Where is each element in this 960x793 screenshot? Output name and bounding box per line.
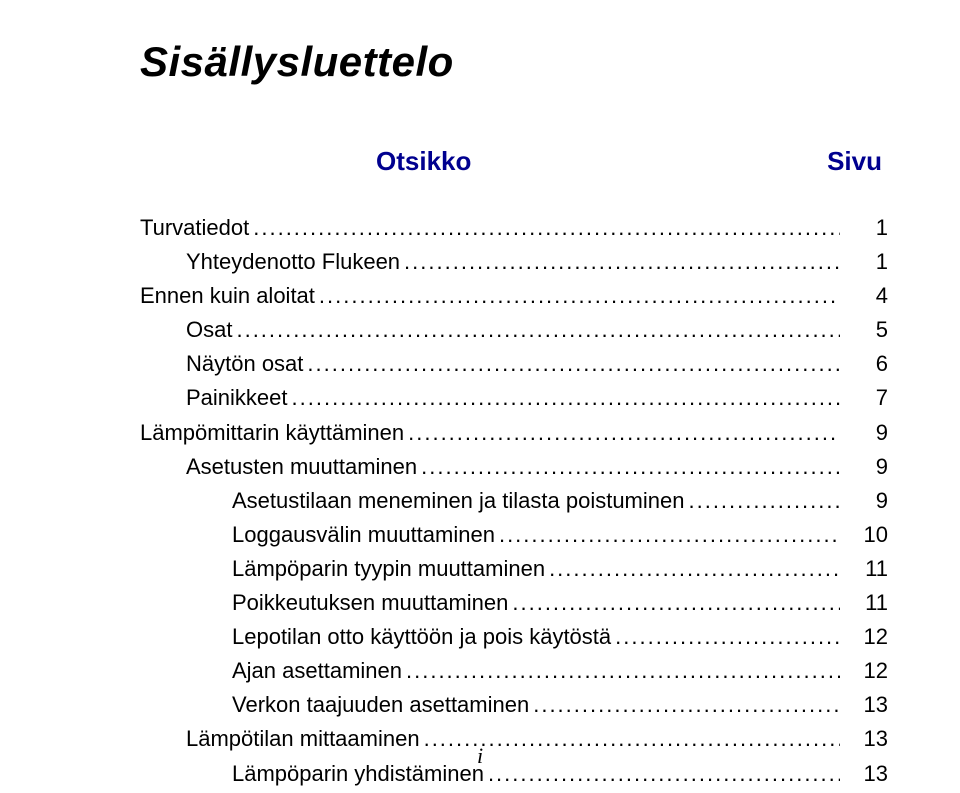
toc-entry-label: Yhteydenotto Flukeen (186, 245, 400, 279)
toc-leader-dots (688, 484, 840, 518)
toc-entry-page: 1 (844, 211, 888, 245)
column-header-title: Otsikko (376, 146, 471, 177)
toc-leader-dots (292, 381, 840, 415)
toc-entry-page: 12 (844, 654, 888, 688)
toc-entry: Turvatiedot 1 (140, 211, 888, 245)
toc-entry-label: Loggausvälin muuttaminen (232, 518, 495, 552)
toc-leader-dots (307, 347, 840, 381)
toc-entry-label: Ennen kuin aloitat (140, 279, 315, 313)
toc-entry-page: 12 (844, 620, 888, 654)
column-headers: Otsikko Sivu (140, 146, 888, 177)
document-page: Sisällysluettelo Otsikko Sivu Turvatiedo… (0, 0, 960, 793)
toc-leader-dots (319, 279, 840, 313)
toc-leader-dots (499, 518, 840, 552)
toc-entry: Asetustilaan meneminen ja tilasta poistu… (140, 484, 888, 518)
toc-entry: Yhteydenotto Flukeen 1 (140, 245, 888, 279)
toc-entry-page: 6 (844, 347, 888, 381)
toc-entry-label: Näytön osat (186, 347, 303, 381)
toc-entry-page: 7 (844, 381, 888, 415)
toc-leader-dots (236, 313, 840, 347)
table-of-contents: Turvatiedot1Yhteydenotto Flukeen1Ennen k… (140, 211, 888, 791)
toc-leader-dots (533, 688, 840, 722)
toc-leader-dots (549, 552, 840, 586)
toc-entry-label: Asetusten muuttaminen (186, 450, 417, 484)
toc-entry: Ennen kuin aloitat 4 (140, 279, 888, 313)
toc-entry-label: Lämpöparin tyypin muuttaminen (232, 552, 545, 586)
toc-leader-dots (421, 450, 840, 484)
toc-entry: Näytön osat 6 (140, 347, 888, 381)
page-title: Sisällysluettelo (140, 38, 888, 86)
toc-leader-dots (512, 586, 840, 620)
toc-entry: Loggausvälin muuttaminen 10 (140, 518, 888, 552)
toc-entry-label: Osat (186, 313, 232, 347)
toc-entry: Lämpömittarin käyttäminen 9 (140, 416, 888, 450)
toc-entry: Osat 5 (140, 313, 888, 347)
toc-entry-label: Verkon taajuuden asettaminen (232, 688, 529, 722)
toc-entry-label: Painikkeet (186, 381, 288, 415)
toc-leader-dots (408, 416, 840, 450)
toc-entry-page: 4 (844, 279, 888, 313)
toc-entry: Painikkeet 7 (140, 381, 888, 415)
toc-entry-label: Turvatiedot (140, 211, 249, 245)
toc-entry-page: 13 (844, 688, 888, 722)
toc-leader-dots (615, 620, 840, 654)
toc-entry-label: Poikkeutuksen muuttaminen (232, 586, 508, 620)
column-header-page: Sivu (827, 146, 882, 177)
toc-entry-label: Asetustilaan meneminen ja tilasta poistu… (232, 484, 684, 518)
toc-entry-page: 10 (844, 518, 888, 552)
toc-entry-page: 11 (844, 586, 888, 620)
toc-entry: Lepotilan otto käyttöön ja pois käytöstä… (140, 620, 888, 654)
toc-entry-label: Lepotilan otto käyttöön ja pois käytöstä (232, 620, 611, 654)
toc-entry-page: 11 (844, 552, 888, 586)
toc-leader-dots (406, 654, 840, 688)
toc-entry: Lämpöparin tyypin muuttaminen 11 (140, 552, 888, 586)
toc-entry-label: Ajan asettaminen (232, 654, 402, 688)
toc-entry: Asetusten muuttaminen 9 (140, 450, 888, 484)
toc-entry: Ajan asettaminen 12 (140, 654, 888, 688)
toc-entry-page: 9 (844, 450, 888, 484)
toc-entry-label: Lämpömittarin käyttäminen (140, 416, 404, 450)
toc-entry-page: 5 (844, 313, 888, 347)
toc-entry-page: 9 (844, 484, 888, 518)
toc-entry: Poikkeutuksen muuttaminen 11 (140, 586, 888, 620)
toc-entry-page: 1 (844, 245, 888, 279)
toc-leader-dots (404, 245, 840, 279)
page-number: i (0, 743, 960, 769)
toc-entry-page: 9 (844, 416, 888, 450)
toc-entry: Verkon taajuuden asettaminen 13 (140, 688, 888, 722)
toc-leader-dots (253, 211, 840, 245)
